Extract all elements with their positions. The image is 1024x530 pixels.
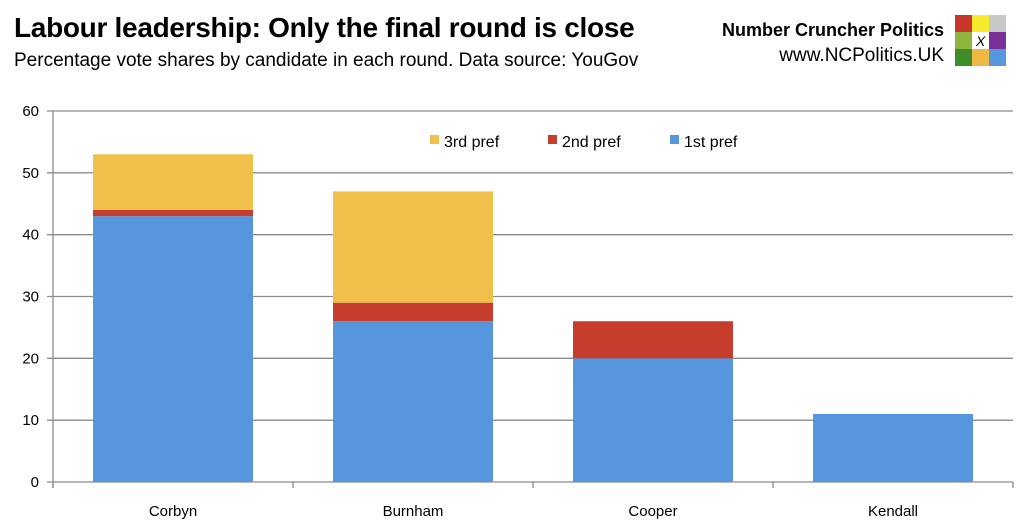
y-tick-label: 30 xyxy=(22,289,39,306)
y-tick-label: 60 xyxy=(22,103,39,120)
bar-segment xyxy=(573,321,733,359)
logo-cell xyxy=(955,32,972,49)
bar-segment xyxy=(93,209,253,217)
x-category-label: Corbyn xyxy=(149,503,197,520)
brand-block: Number Cruncher Politics www.NCPolitics.… xyxy=(722,20,944,67)
x-category-label: Kendall xyxy=(868,503,918,520)
legend-swatch xyxy=(548,135,557,144)
y-tick-label: 10 xyxy=(22,412,39,429)
logo-cross-cell: X xyxy=(972,32,989,49)
bar-segment xyxy=(333,191,493,303)
y-tick-label: 40 xyxy=(22,227,39,244)
x-category-label: Cooper xyxy=(628,503,677,520)
bar-segment xyxy=(813,413,973,482)
legend-label: 2nd pref xyxy=(562,134,621,151)
legend-swatch xyxy=(430,135,439,144)
x-category-label: Burnham xyxy=(383,503,444,520)
brand-name: Number Cruncher Politics xyxy=(721,20,944,40)
y-tick-label: 20 xyxy=(22,350,39,367)
logo-cell xyxy=(989,49,1006,66)
bar-segment xyxy=(333,302,493,322)
logo-cell xyxy=(955,49,972,66)
bar-segment xyxy=(333,321,493,482)
logo-cell xyxy=(989,15,1006,32)
logo-cell xyxy=(989,32,1006,49)
chart-subtitle: Percentage vote shares by candidate in e… xyxy=(14,50,639,71)
logo-cell xyxy=(972,49,989,66)
brand-logo-icon: X xyxy=(955,15,1006,66)
logo-cell xyxy=(955,15,972,32)
legend-label: 1st pref xyxy=(684,134,738,151)
chart-title: Labour leadership: Only the final round … xyxy=(14,12,635,43)
bar-segment xyxy=(93,154,253,210)
bar-segment xyxy=(573,358,733,482)
brand-url: www.NCPolitics.UK xyxy=(779,45,944,66)
legend-label: 3rd pref xyxy=(444,134,500,151)
logo-cell xyxy=(972,15,989,32)
y-tick-label: 50 xyxy=(22,165,39,182)
legend-swatch xyxy=(670,135,679,144)
bar-segment xyxy=(93,216,253,482)
y-tick-label: 0 xyxy=(31,474,39,491)
